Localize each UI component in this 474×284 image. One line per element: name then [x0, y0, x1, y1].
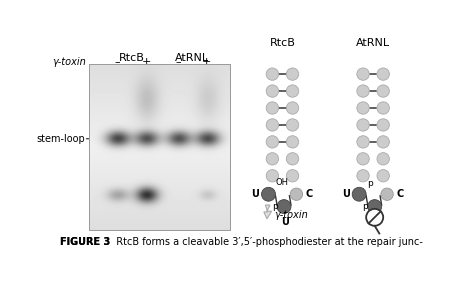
Text: +: + — [202, 57, 211, 67]
Circle shape — [266, 136, 279, 148]
Circle shape — [377, 153, 390, 165]
Text: OH: OH — [275, 178, 289, 187]
Circle shape — [266, 119, 279, 131]
Text: U: U — [251, 189, 259, 199]
Circle shape — [377, 136, 390, 148]
Circle shape — [357, 153, 369, 165]
Text: stem-loop: stem-loop — [37, 134, 86, 144]
Text: +: + — [141, 57, 151, 67]
Text: FIGURE 3: FIGURE 3 — [60, 237, 110, 247]
Text: RtcB: RtcB — [119, 53, 145, 63]
Circle shape — [366, 209, 383, 226]
Text: FIGURE 3  RtcB forms a cleavable 3′,5′-phosphodiester at the repair junc-: FIGURE 3 RtcB forms a cleavable 3′,5′-ph… — [60, 237, 418, 247]
Circle shape — [381, 188, 393, 201]
Circle shape — [377, 85, 390, 97]
Circle shape — [286, 102, 299, 114]
Circle shape — [286, 119, 299, 131]
Circle shape — [286, 170, 299, 182]
Circle shape — [357, 170, 369, 182]
Text: RtcB: RtcB — [270, 38, 295, 48]
Circle shape — [286, 153, 299, 165]
Text: C: C — [396, 189, 404, 199]
Text: γ-toxin: γ-toxin — [52, 57, 86, 67]
Circle shape — [266, 170, 279, 182]
Circle shape — [286, 136, 299, 148]
Text: p: p — [272, 202, 278, 211]
Text: C: C — [306, 189, 313, 199]
Bar — [89, 64, 230, 230]
Circle shape — [290, 188, 302, 201]
Circle shape — [357, 68, 369, 80]
Circle shape — [266, 153, 279, 165]
Text: FIGURE 3: FIGURE 3 — [60, 237, 110, 247]
Text: U: U — [281, 217, 289, 227]
Text: γ-toxin: γ-toxin — [275, 210, 309, 220]
Text: –: – — [115, 57, 120, 67]
Text: AtRNL: AtRNL — [175, 53, 209, 63]
Circle shape — [277, 200, 291, 214]
Circle shape — [357, 102, 369, 114]
Text: p: p — [363, 202, 368, 211]
Text: AtRNL: AtRNL — [356, 38, 390, 48]
Circle shape — [286, 85, 299, 97]
Circle shape — [266, 85, 279, 97]
Circle shape — [357, 119, 369, 131]
Text: p: p — [367, 179, 373, 188]
Circle shape — [357, 85, 369, 97]
Circle shape — [266, 102, 279, 114]
Text: RtcB forms a cleavable 3′,5′-phosphodiester at the repair junc-: RtcB forms a cleavable 3′,5′-phosphodies… — [110, 237, 423, 247]
Polygon shape — [264, 205, 272, 219]
Circle shape — [377, 119, 390, 131]
Text: –: – — [175, 57, 181, 67]
Circle shape — [286, 68, 299, 80]
Circle shape — [357, 136, 369, 148]
Text: U: U — [342, 189, 350, 199]
Circle shape — [352, 187, 366, 201]
Circle shape — [266, 68, 279, 80]
Text: U: U — [372, 217, 379, 227]
Circle shape — [377, 102, 390, 114]
Circle shape — [377, 170, 390, 182]
Circle shape — [368, 200, 382, 214]
Circle shape — [377, 68, 390, 80]
Circle shape — [262, 187, 275, 201]
